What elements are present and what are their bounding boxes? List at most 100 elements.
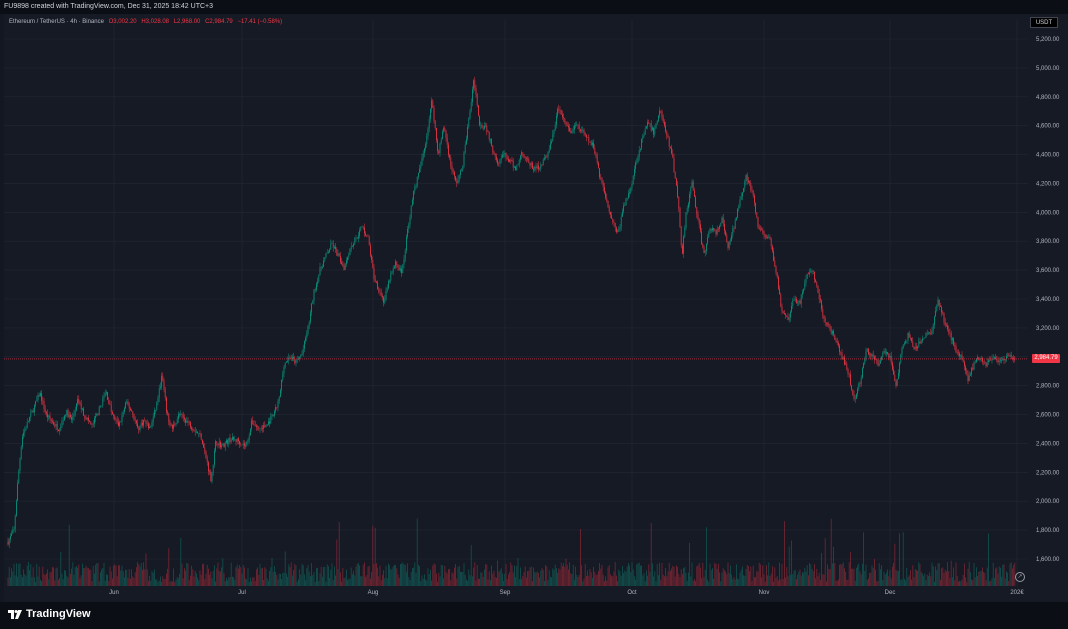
volume-bar [545, 565, 546, 586]
candle-body [901, 348, 903, 355]
candle-body [985, 363, 987, 367]
candle-body [624, 205, 626, 206]
candle-body [473, 80, 474, 90]
candle-body [736, 217, 737, 220]
candle-body [104, 392, 106, 397]
chart-area[interactable] [4, 14, 1068, 602]
candle-body [758, 227, 760, 229]
volume-bar [406, 571, 407, 586]
candle-body [498, 163, 500, 165]
candle-body [44, 408, 46, 413]
candle-body [326, 252, 328, 254]
tradingview-logo[interactable]: TradingView [8, 607, 91, 621]
candle-body [338, 253, 340, 257]
candle-body [80, 403, 82, 410]
volume-bar [656, 564, 658, 586]
candle-body [919, 341, 921, 344]
volume-bar [968, 562, 970, 586]
candle-body [865, 351, 867, 359]
candle-body [761, 229, 762, 230]
candle-body [683, 236, 684, 254]
volume-bar [817, 576, 819, 586]
candle-body [698, 219, 700, 225]
volume-bar [864, 570, 866, 586]
candle-body [272, 414, 274, 416]
candle-body [126, 401, 128, 403]
volume-bar [185, 570, 186, 586]
candle-body [511, 160, 513, 162]
volume-bar [290, 562, 292, 586]
candle-body [732, 228, 734, 236]
candle-body [667, 135, 669, 138]
candle-body [548, 149, 550, 153]
volume-bar [151, 571, 153, 586]
candle-body [643, 134, 645, 136]
candle-body [929, 332, 930, 334]
candle-body [733, 228, 735, 229]
volume-bar [317, 567, 318, 586]
volume-bar [986, 567, 988, 586]
volume-bar [342, 568, 344, 586]
candle-body [263, 425, 264, 429]
volume-bar [113, 565, 114, 586]
candle-body [370, 245, 371, 256]
volume-bar [815, 578, 816, 586]
volume-bar [372, 525, 374, 586]
volume-bar [444, 565, 446, 586]
candle-body [617, 231, 618, 233]
candle-body [276, 407, 278, 408]
candle-body [334, 246, 335, 248]
candle-body [653, 127, 654, 135]
candle-body [214, 450, 215, 465]
candle-body [842, 357, 844, 359]
volume-bar [570, 573, 572, 586]
volume-bar [596, 574, 598, 586]
volume-bar [742, 566, 743, 586]
candle-body [100, 405, 101, 407]
candle-body [649, 123, 651, 125]
volume-bar [613, 571, 615, 586]
volume-bar [508, 574, 509, 586]
volume-bar [844, 568, 845, 586]
volume-bar [108, 580, 110, 586]
candle-body [932, 324, 934, 331]
volume-bar [358, 562, 359, 586]
candle-body [689, 194, 690, 204]
volume-bar [143, 562, 144, 586]
volume-bar [298, 579, 299, 586]
volume-bar [366, 575, 368, 586]
volume-bar [520, 567, 521, 586]
candle-body [679, 207, 681, 227]
volume-bar [304, 574, 305, 586]
volume-bar [552, 568, 554, 586]
scroll-to-realtime-icon[interactable]: ↗ [1015, 572, 1025, 582]
candle-body [180, 413, 182, 415]
candle-body [328, 252, 329, 253]
candle-body [539, 169, 540, 170]
candle-body [437, 140, 438, 151]
volume-bar [769, 576, 771, 586]
candle-body [115, 419, 117, 421]
volume-bar [284, 551, 286, 586]
currency-button[interactable]: USDT [1030, 17, 1058, 28]
candle-body [671, 147, 672, 154]
candle-body [722, 217, 724, 224]
candle-body [336, 249, 338, 256]
volume-bar [36, 563, 38, 586]
candle-body [850, 374, 851, 386]
candle-body [187, 420, 189, 423]
candle-body [425, 144, 426, 149]
candle-body [355, 237, 357, 239]
volume-bar [348, 578, 350, 586]
candle-body [986, 361, 988, 367]
candle-body [312, 300, 314, 304]
candle-body [233, 436, 234, 440]
volume-bar [950, 560, 952, 586]
volume-bar [271, 558, 273, 586]
candle-body [398, 267, 400, 271]
candle-body [330, 243, 332, 250]
volume-bar [869, 572, 870, 586]
candle-body [828, 324, 830, 326]
volume-bar [762, 565, 764, 586]
